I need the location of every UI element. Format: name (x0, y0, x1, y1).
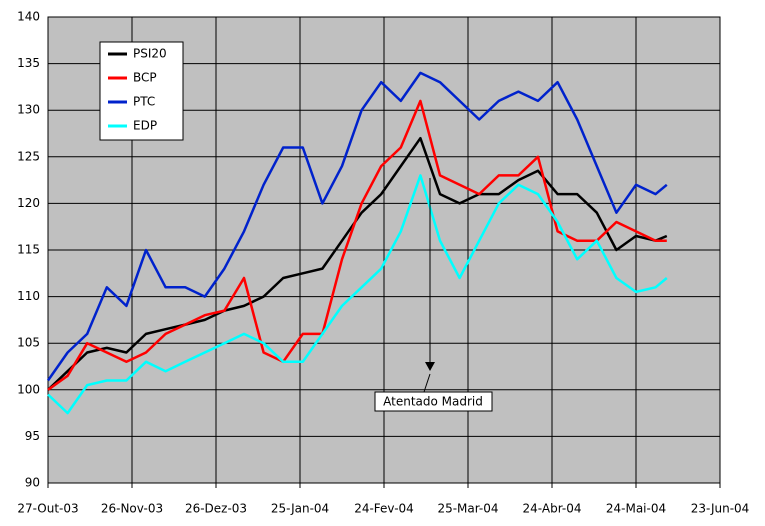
series-line (47, 136, 668, 391)
y-tick-label: 120 (17, 196, 40, 210)
x-tick-label: 27-Out-03 (17, 502, 78, 516)
legend-label: EDP (133, 119, 157, 133)
x-tick-label: 23-Jun-04 (691, 502, 750, 516)
legend-box (99, 41, 184, 141)
y-tick-label: 135 (17, 56, 40, 70)
series-line (47, 174, 668, 415)
y-tick-label: 140 (17, 10, 40, 24)
legend-label: PTC (133, 95, 155, 109)
y-tick-label: 100 (17, 382, 40, 396)
y-tick-label: 125 (17, 149, 40, 163)
x-tick-label: 25-Mar-04 (437, 502, 498, 516)
legend-label: BCP (133, 71, 157, 85)
annotation-box (374, 391, 493, 412)
legend-label: PSI20 (133, 47, 167, 61)
x-tick-label: 24-Fev-04 (354, 502, 414, 516)
y-tick-label: 110 (17, 289, 40, 303)
y-tick-label: 130 (17, 103, 40, 117)
x-tick-label: 26-Dez-03 (185, 502, 247, 516)
annotation: Atentado Madrid (383, 395, 483, 409)
y-tick-label: 90 (25, 476, 40, 490)
y-tick-label: 105 (17, 336, 40, 350)
annotation-arrowhead (425, 362, 435, 371)
series-line (46, 71, 668, 382)
x-tick-label: 26-Nov-03 (101, 502, 163, 516)
x-tick-label: 24-Mai-04 (606, 502, 666, 516)
y-tick-label: 95 (25, 429, 40, 443)
x-tick-label: 25-Jan-04 (271, 502, 329, 516)
series-line (47, 99, 667, 391)
y-tick-label: 115 (17, 243, 40, 257)
x-tick-label: 24-Abr-04 (523, 502, 582, 516)
annotation-pointer (423, 373, 431, 393)
